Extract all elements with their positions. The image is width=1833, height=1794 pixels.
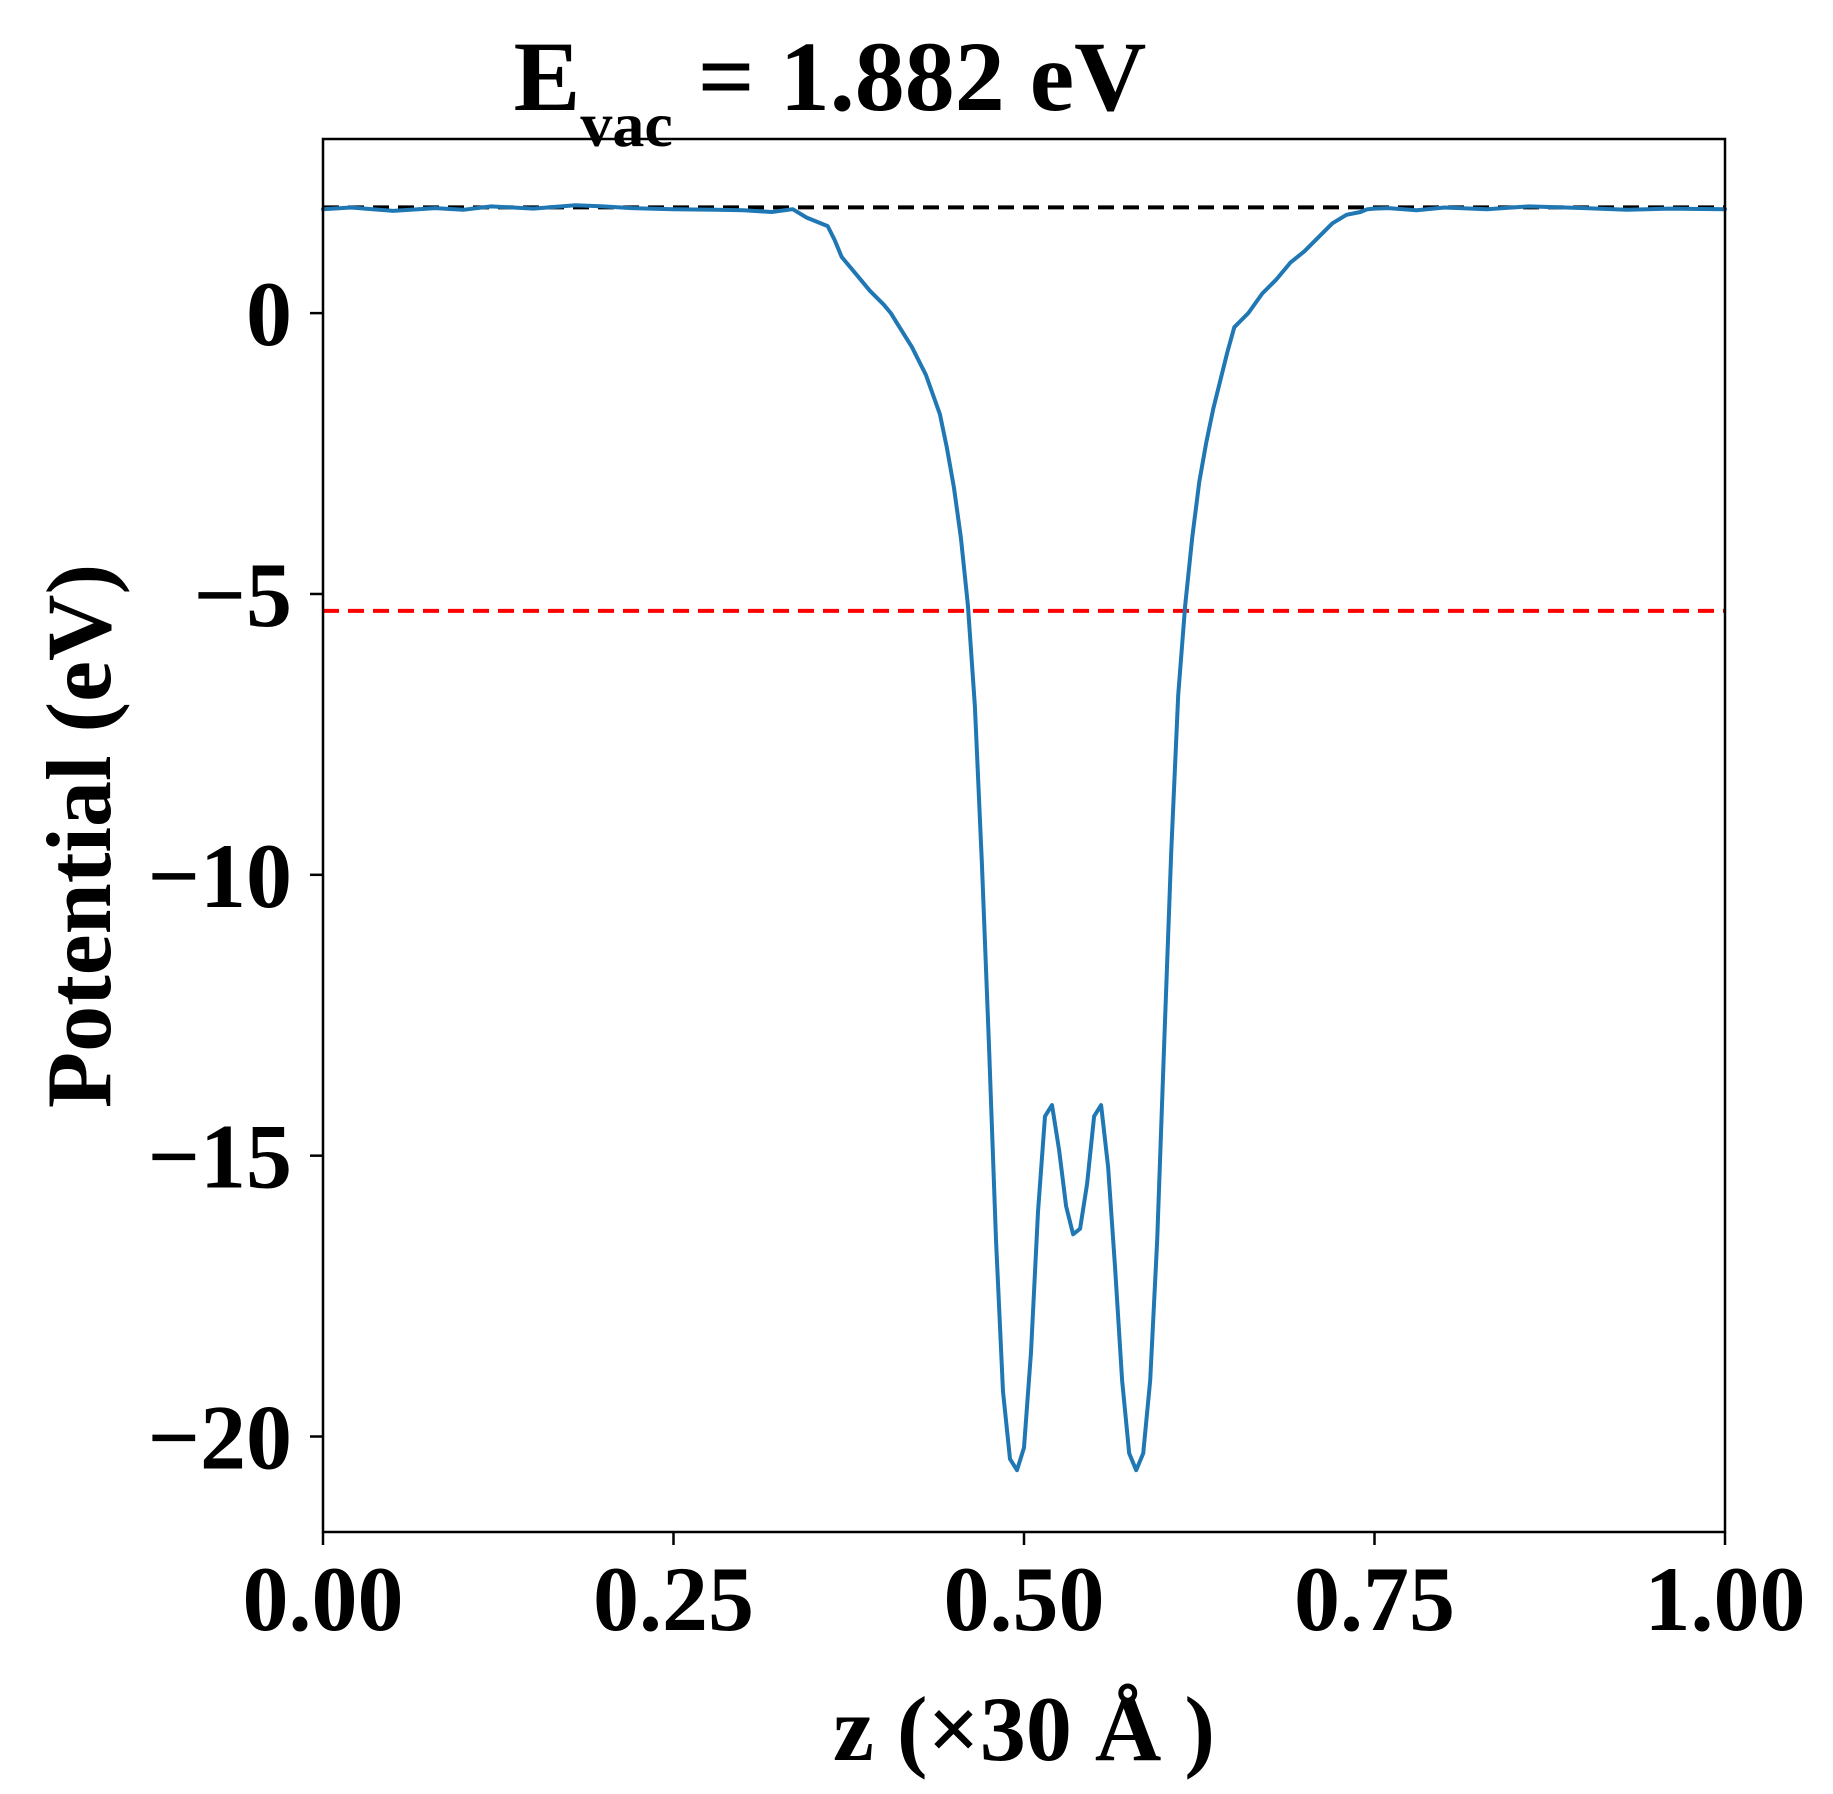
data-series (321, 203, 1727, 1473)
x-tick-label: 0.00 (243, 1548, 404, 1650)
x-axis-ticks: 0.00 0.25 0.50 0.75 1.00 (243, 1532, 1806, 1650)
y-tick-label: −20 (148, 1387, 292, 1489)
reference-lines (323, 205, 1725, 613)
plot-frame (321, 137, 1727, 1534)
y-tick-label: −15 (148, 1106, 292, 1208)
series-line-1 (321, 203, 1727, 1473)
y-tick-label: −10 (148, 825, 292, 927)
chart-title-main: E (514, 21, 581, 132)
chart-title-rest: = 1.882 eV (673, 21, 1147, 132)
y-tick-label: −5 (194, 544, 292, 646)
x-tick-label: 1.00 (1645, 1548, 1806, 1650)
x-axis-label: z (×30 Å ) (833, 1678, 1215, 1780)
x-tick-label: 0.75 (1294, 1548, 1455, 1650)
y-tick-label: 0 (246, 263, 292, 365)
x-tick-label: 0.50 (944, 1548, 1105, 1650)
y-axis-ticks: 0 −5 −10 −15 −20 (148, 263, 323, 1489)
chart-title: Evac = 1.882 eV (514, 21, 1147, 160)
chart-title-subscript: vac (580, 89, 672, 160)
y-axis-label: Potential (eV) (28, 564, 130, 1108)
x-tick-label: 0.25 (593, 1548, 754, 1650)
